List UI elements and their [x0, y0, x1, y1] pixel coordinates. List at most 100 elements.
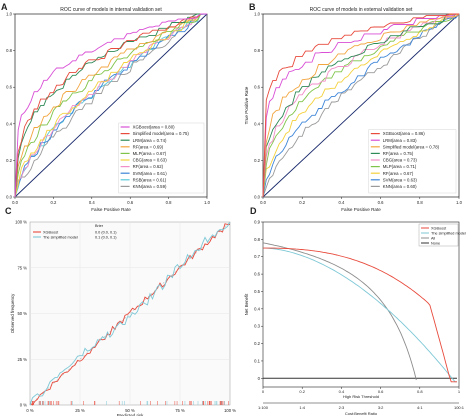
y-tick-label: 0.6 — [254, 85, 260, 90]
legend-entry: KNN(area = 0.60) — [383, 184, 417, 189]
y-tick-label: 0.9 — [254, 220, 260, 225]
y-tick-label: 0.0 — [254, 195, 260, 200]
legend-entry: XGBoost(area = 0.86) — [383, 131, 425, 136]
x-tick-label: 1.0 — [456, 200, 462, 205]
secondary-tick-label: 1:4 — [299, 405, 305, 410]
x-tick-label: 0.4 — [89, 200, 95, 205]
legend-stat-header: Brier — [95, 224, 104, 228]
y-axis-label: Observed frequency — [10, 293, 15, 333]
x-axis-label: False Positive Rate — [91, 207, 131, 212]
x-tick-label: 0.0 — [260, 200, 266, 205]
legend-entry: XGBoost(area = 0.80) — [133, 125, 175, 130]
plot-frame — [14, 13, 208, 198]
series-line — [14, 13, 207, 198]
secondary-tick-label: 100:1 — [454, 405, 465, 410]
panel-b: B ROC curve of models in external validat… — [244, 2, 463, 212]
y-tick-label: 0.3 — [254, 324, 260, 329]
series-line — [262, 13, 460, 198]
x-axis-label: False Positive Rate — [341, 207, 381, 212]
y-tick-label: 1.0 — [254, 12, 260, 17]
y-axis-label: True Positive Rate — [244, 86, 249, 124]
y-tick-label: 0.4 — [254, 306, 260, 311]
secondary-tick-label: 2:3 — [339, 405, 345, 410]
series-line — [14, 13, 207, 198]
panel-d: D 0 0.1 0.2 0.3 0.4 0.5 0.6 0.7 0.8 0.9 0 0.2 0.4 0.6 0… — [244, 206, 466, 416]
reference-line — [262, 13, 460, 198]
x-tick-label: 1.0 — [204, 200, 210, 205]
x-tick-label: 0.6 — [378, 389, 384, 394]
y-axis-label: Net Benefit — [244, 293, 249, 316]
legend-entry: SVM(area = 0.63) — [383, 177, 418, 182]
legend-entry: RF(area = 0.69) — [133, 144, 164, 149]
series-line — [262, 242, 417, 381]
y-tick-label: 0.8 — [254, 237, 260, 242]
y-tick-label: 50 % — [17, 311, 27, 316]
legend-entry: All — [431, 236, 435, 240]
y-tick-label: 75 % — [17, 265, 27, 270]
series-line — [262, 13, 459, 198]
x-tick-label: 0.0 — [12, 200, 18, 205]
x-tick-label: 0.2 — [50, 200, 56, 205]
panel-letter: D — [250, 206, 257, 216]
y-axis-label: True Positive Rate — [0, 86, 1, 124]
series-line — [14, 13, 207, 198]
y-tick-label: 0.6 — [254, 272, 260, 277]
secondary-tick-label: 3:2 — [378, 405, 384, 410]
x-tick-label: 0.6 — [378, 200, 384, 205]
x-tick-label: 0.6 — [127, 200, 133, 205]
y-tick-label: 0.1 — [254, 358, 260, 363]
y-tick-label: 0.7 — [254, 254, 260, 259]
x-tick-label: 75 % — [175, 408, 185, 413]
x-tick-label: 25 % — [75, 408, 85, 413]
legend-entry: XGBoost — [43, 230, 59, 234]
chart-title: ROC curve of models in external validati… — [310, 7, 413, 13]
x-tick-label: 0.2 — [299, 389, 305, 394]
series-line — [262, 13, 460, 198]
x-tick-label: 0.8 — [417, 389, 423, 394]
legend-entry: XGBoost — [431, 226, 447, 230]
legend-entry: CBG(area = 0.63) — [133, 158, 168, 163]
y-tick-label: 0.0 — [6, 195, 12, 200]
x-tick-label: 0.2 — [299, 200, 305, 205]
x-axis-label: Predicted risk — [117, 413, 144, 416]
series-line — [262, 13, 459, 198]
legend-box — [418, 223, 459, 247]
x-axis-label: High Risk Threshold — [343, 394, 379, 399]
series-line — [262, 13, 459, 198]
y-tick-label: 0.5 — [254, 289, 260, 294]
y-tick-label: 0.2 — [6, 158, 12, 163]
reference-line — [14, 13, 208, 198]
legend-entry: MLP(area = 0.71) — [383, 164, 417, 169]
panel-letter: C — [5, 206, 12, 216]
plot-frame — [262, 13, 460, 198]
legend-entry: Simplified model(area = 0.78) — [383, 144, 440, 149]
x-tick-label: 0 % — [26, 408, 33, 413]
y-tick-label: 0 — [258, 376, 261, 381]
series-line — [263, 247, 457, 383]
legend-box — [368, 129, 457, 194]
y-tick-label: 0.8 — [6, 48, 12, 53]
legend-box — [118, 122, 205, 194]
x-tick-label: 0.4 — [338, 200, 344, 205]
legend-entry: MLP(area = 0.67) — [133, 151, 167, 156]
x-tick-label: 0.8 — [166, 200, 172, 205]
secondary-tick-label: 1:100 — [258, 405, 269, 410]
ideal-line — [29, 221, 231, 406]
series-line — [14, 13, 207, 198]
legend-entry: CBG(area = 0.73) — [383, 158, 418, 163]
y-tick-label: 0.4 — [254, 121, 260, 126]
legend-entry: LRM(area = 0.83) — [383, 138, 417, 143]
legend-stat: 0.1 (0.0, 0.1) — [95, 235, 117, 239]
series-line — [263, 247, 457, 383]
series-line — [262, 13, 460, 198]
legend-entry: RSB(area = 0.61) — [133, 177, 167, 182]
series-line — [29, 221, 231, 406]
x-tick-label: 0.8 — [417, 200, 423, 205]
x-tick-label: 0 — [262, 389, 265, 394]
series-line — [14, 13, 208, 198]
series-line — [262, 13, 459, 198]
panel-letter: A — [1, 2, 8, 12]
legend-entry: RF(area = 0.67) — [383, 171, 414, 176]
y-tick-label: 1.0 — [6, 12, 12, 17]
